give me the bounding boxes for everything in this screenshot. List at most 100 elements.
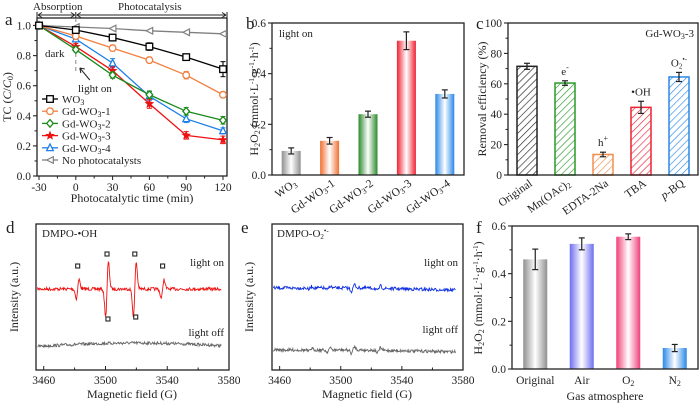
panel-label-b: b — [246, 14, 255, 33]
a-x-tick-label: 90 — [180, 182, 192, 194]
peak-marker-square — [104, 251, 110, 257]
data-point — [218, 125, 228, 135]
bar-original — [516, 65, 538, 176]
data-point — [108, 44, 117, 53]
data-point — [71, 44, 80, 55]
a-x-tick-label: -30 — [31, 182, 47, 194]
d-ylabel: Intensity (a.u.) — [7, 262, 21, 332]
x-tick-label: 3580 — [452, 375, 475, 387]
legend-marker — [45, 142, 55, 152]
legend-marker — [45, 155, 54, 165]
data-point — [107, 24, 117, 33]
data-point — [219, 65, 227, 74]
data-point — [182, 53, 191, 62]
panel-label-d: d — [6, 218, 15, 237]
data-point — [145, 42, 154, 51]
data-point — [144, 98, 155, 108]
panel-label-c: c — [476, 14, 484, 33]
series-line — [38, 24, 224, 70]
bar-annotation: O2•- — [671, 55, 688, 70]
legend-marker — [46, 95, 54, 103]
arrow-head — [37, 12, 43, 18]
b-plot-y-tick-label: 0.0 — [252, 170, 267, 182]
d-light-on: light on — [190, 257, 224, 269]
e-ylabel: Intensity (a.u.) — [242, 262, 256, 332]
legend-marker — [46, 107, 54, 116]
data-point — [108, 57, 117, 67]
a-ylabel: TC (C/C0) — [0, 72, 15, 122]
c-plot-y-tick-label: 20 — [491, 140, 503, 152]
annotation-absorption: Absorption — [33, 1, 83, 13]
bar-gd-wo3-4 — [435, 93, 455, 175]
c-plot-y-tick-label: 80 — [491, 48, 503, 60]
legend-label: Gd-WO3-4 — [62, 143, 111, 156]
bar-n2 — [662, 348, 687, 369]
b-plot-y-tick-label: 0.6 — [252, 18, 267, 30]
a-x-tick-label: 0 — [73, 182, 79, 194]
d-xlabel: Magnetic field (G) — [87, 387, 177, 401]
panel-label-f: f — [476, 218, 482, 237]
arrow-head — [221, 12, 227, 18]
series-gd-wo3-3 — [34, 20, 228, 145]
bar-p-bq — [668, 76, 690, 176]
bar-mn-oac-2 — [554, 82, 576, 176]
panel-a: a Absorption Photocatalysis 0.0 0.2 0.4 0.6… — [0, 1, 232, 205]
x-tick-label: 3500 — [329, 375, 352, 387]
legend-marker — [45, 118, 55, 129]
a-y-tick-label: 1.0 — [17, 21, 32, 33]
e-light-off: light off — [422, 324, 458, 336]
series-line — [38, 24, 224, 121]
peak-marker-square — [105, 316, 111, 322]
spectrum-light-on — [37, 260, 222, 317]
arrow-head — [76, 12, 82, 18]
bar-annotation: h+ — [598, 134, 609, 149]
peak-marker-square — [132, 251, 138, 257]
x-tick-label: 3540 — [156, 375, 179, 387]
data-point — [181, 113, 191, 123]
annotation-photocatalysis: Photocatalysis — [118, 1, 182, 13]
arrow-head — [70, 12, 76, 18]
data-point — [108, 70, 117, 80]
spectrum-light-off — [37, 340, 222, 349]
data-point — [71, 26, 80, 34]
a-x-tick-label: 30 — [107, 182, 119, 194]
data-point — [35, 21, 43, 30]
c-plot-y-tick-label: 100 — [485, 18, 503, 30]
x-tick-label: 3460 — [268, 375, 291, 387]
data-point — [218, 29, 227, 39]
e-plot-frame — [271, 223, 464, 371]
panel-c: c Originale-Mn(OAc)2h+EDTA-2Na•OHTBAO2•-… — [475, 14, 699, 218]
data-point — [144, 26, 154, 36]
a-xlabel: Photocatalytic time (min) — [71, 191, 194, 205]
f-ylabel: H2O2 (mmol·L-1·g-1·h-1) — [471, 241, 486, 354]
a-y-tick-label: 0.0 — [17, 171, 32, 183]
peak-marker-square — [133, 314, 139, 320]
data-point — [218, 134, 228, 145]
a-y-tick-label: 0.8 — [17, 51, 32, 63]
b-plot-y-tick-label: 0.4 — [252, 69, 267, 81]
x-category-label: Air — [574, 375, 590, 387]
series-line — [38, 24, 224, 132]
legend-marker — [45, 130, 55, 140]
light-on-arrow — [79, 67, 91, 81]
series-gd-wo3-2 — [34, 20, 228, 126]
panel-b: b WO3Gd-WO3-1Gd-WO3-2Gd-WO3-3Gd-WO3-40.0… — [246, 14, 465, 217]
bar-wo3 — [281, 150, 301, 175]
data-point — [182, 106, 191, 117]
e-xlabel: Magnetic field (G) — [322, 387, 412, 401]
x-category-label: Gd-WO3-4 — [404, 177, 453, 217]
x-category-label: Original — [516, 375, 554, 387]
x-tick-label: 3540 — [390, 375, 413, 387]
a-y-tick-label: 0.2 — [17, 141, 32, 153]
f-plot-y-tick-label: 0.2 — [492, 316, 507, 328]
b-plot-y-tick-label: 0.2 — [252, 119, 267, 131]
x-tick-label: 3500 — [94, 375, 117, 387]
c-title: Gd-WO3-3 — [645, 28, 694, 41]
data-point — [182, 71, 191, 80]
panel-e: e 3460 3500 3540 3580 DMPO-O2•- light on li… — [241, 218, 475, 401]
a-x-tick-label: 120 — [214, 182, 232, 194]
panel-f: f Original Air O2 N2 0.0 0.2 0.4 0.6 Gas atmosp… — [471, 218, 699, 403]
series-line — [38, 24, 224, 96]
data-point — [181, 28, 191, 37]
